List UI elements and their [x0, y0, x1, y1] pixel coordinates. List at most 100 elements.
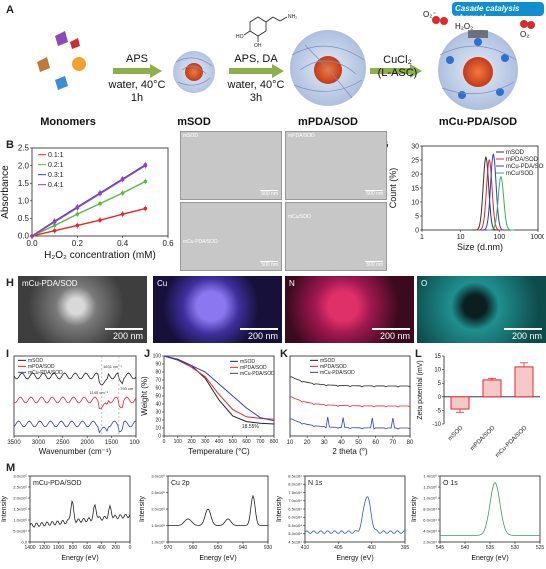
y-tick-label: 7.0x10⁴ — [288, 498, 302, 503]
x-tick-label: 800 — [69, 545, 78, 551]
mpda-sod-particle — [290, 30, 366, 106]
panel-title: mCu-PDA/SOD — [33, 480, 82, 487]
legend-entry: mSOD — [240, 359, 255, 365]
series-line — [163, 355, 275, 422]
channel-banner — [452, 2, 544, 16]
svg-text:NH₂: NH₂ — [288, 14, 297, 20]
y-tick-label: 90 — [155, 362, 161, 368]
spectrum-line — [167, 494, 268, 526]
legend-entry: mSOD — [28, 358, 43, 364]
y-tick-label: 0 — [415, 227, 419, 234]
y-tick-label: 2.0x10⁴ — [423, 539, 437, 544]
x-axis-label: Size (d.nm) — [457, 242, 503, 252]
tem-image-e: mCu-PDA/SOD 500 nm — [180, 202, 282, 271]
y-axis-label: Count (%) — [388, 168, 398, 209]
eds-map-cu: Cu 200 nm — [153, 276, 282, 343]
legend-entry: mCu/SOD — [506, 171, 534, 177]
step1-reagent: APS — [125, 53, 148, 65]
x-tick-label: 80 — [407, 440, 414, 446]
y-tick-label: 20 — [155, 418, 161, 424]
x-tick-label: 1500 — [105, 440, 119, 446]
y-tick-label: 5 — [438, 381, 442, 387]
x-tick-label: 500 — [229, 439, 238, 445]
x-tick-label: 940 — [239, 545, 248, 551]
chart-m-cu2p: 970 960 950 940 930 3.0x10⁵ 2.5x10⁵ 2.0x10⁵ 1.5x… — [139, 473, 273, 562]
annotation: 18.55% — [242, 424, 260, 430]
eds-cu-scale: 200 nm — [247, 331, 278, 341]
step1-time: 1h — [130, 92, 144, 104]
tem-image-d: mPDA/SOD 500 nm — [285, 131, 387, 200]
legend-entry: mPDA/SOD — [506, 157, 539, 163]
y-tick-label: 1.5 — [18, 179, 30, 188]
arrow-step1 — [113, 64, 162, 78]
channel-label: Casade catalysis channel — [455, 4, 520, 22]
x-tick-label: 0.4 — [117, 239, 129, 248]
tem-image-c: mSOD 500 nm — [180, 131, 282, 200]
mcu-pda-sod-particle — [438, 30, 518, 110]
y-tick-label: 5.5x10⁴ — [288, 523, 302, 528]
y-tick-label: 10 — [434, 368, 441, 374]
mcu-pda-sod-label: mCu-PDA/SOD — [438, 116, 518, 128]
x-tick-label: 0.0 — [26, 239, 38, 248]
plot-frame — [13, 355, 137, 437]
y-tick-label: 100 — [153, 354, 162, 360]
x-tick-label: 960 — [189, 545, 198, 551]
x-axis-label: Energy (eV) — [199, 555, 236, 562]
x-tick-label: 930 — [264, 545, 273, 551]
y-axis-label: Intensity — [1, 495, 8, 522]
svg-text:OH: OH — [254, 43, 262, 49]
x-tick-label: 100 — [493, 234, 505, 241]
o2-minus-molecule-icon — [432, 16, 440, 24]
y-tick-label: 7.5x10⁴ — [288, 490, 302, 495]
legend-entry: mPDA/SOD — [240, 365, 267, 371]
y-tick-label: 70 — [155, 378, 161, 384]
legend-entry: 0.2:1 — [48, 162, 64, 169]
chart-m-n1s: 410 405 400 395 8.5x10⁴ 8.0x10⁴ 7.5x10⁴ 7.0x10⁴… — [276, 473, 409, 562]
chart-k: 10 20 30 40 50 60 70 80 2 theta (°) mSODmPDA/SODm… — [287, 355, 414, 456]
monomers-cluster — [37, 31, 86, 90]
step2-reagent: APS, DA — [234, 53, 278, 65]
x-tick-label: 70 — [390, 440, 397, 446]
panel-label-i: I — [6, 348, 10, 360]
y-tick-label: 50 — [155, 394, 161, 400]
tem-f-tag: mCu/SOD — [288, 214, 311, 220]
series-line — [289, 396, 411, 408]
y-tick-label: 5.0x10⁴ — [288, 531, 302, 536]
panel-label-j: J — [144, 348, 151, 360]
y-tick-label: 2.0 — [18, 161, 30, 170]
chart-l: -10 -5 0 5 10 15 Zeta potential (mV) mSOD mPDA/S… — [417, 354, 540, 459]
eds-n-scale: 200 nm — [379, 331, 410, 341]
y-tick-label: 6.5x10⁴ — [288, 506, 302, 511]
spectrum-line — [304, 496, 406, 534]
bar — [514, 366, 534, 398]
y-tick-label: -5 — [436, 408, 442, 414]
y-tick-label: 1.0x10⁵ — [423, 495, 437, 500]
y-tick-label: 3.0x10⁵ — [13, 473, 27, 478]
x-tick-label: 0.6 — [162, 239, 174, 248]
panel-label-h: H — [6, 277, 14, 289]
series-line — [13, 396, 137, 410]
category-label: mPDA/SOD — [470, 425, 497, 452]
eds-map-n: N 200 nm — [285, 276, 414, 343]
svg-text:HO: HO — [236, 34, 244, 40]
y-axis-label: Intensity — [411, 495, 418, 522]
tem-image-f: mCu/SOD 500 nm — [285, 202, 387, 271]
y-tick-label: -10 — [432, 422, 441, 428]
msod-label: mSOD — [177, 116, 211, 128]
sem-scale: 200 nm — [112, 331, 143, 341]
y-tick-label: 2.5x10⁵ — [13, 484, 27, 489]
eds-n-tag: N — [289, 279, 295, 288]
y-tick-label: 4.0x10⁴ — [423, 528, 437, 533]
y-axis-label: Zeta potential (mV) — [417, 360, 424, 420]
y-tick-label: 8.0x10⁴ — [423, 506, 437, 511]
x-tick-label: 300 — [201, 439, 210, 445]
x-tick-label: 1200 — [39, 545, 50, 551]
eds-map-o: O 200 nm — [417, 276, 546, 343]
x-tick-label: 60 — [372, 440, 379, 446]
bar — [450, 396, 470, 410]
x-tick-label: 30 — [321, 440, 328, 446]
y-tick-label: 0.5 — [18, 214, 30, 223]
x-axis-label: Energy (eV) — [61, 555, 98, 562]
panel-label-b: B — [6, 139, 14, 151]
y-tick-label: 80 — [155, 370, 161, 376]
